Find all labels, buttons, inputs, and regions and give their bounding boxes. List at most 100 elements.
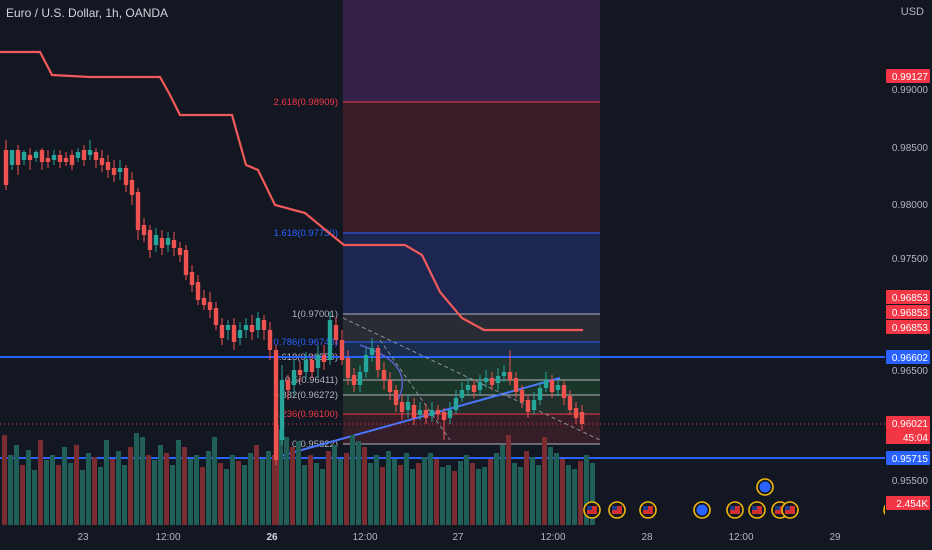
candle-body <box>393 390 399 405</box>
volume-bar <box>26 450 31 525</box>
volume-bar <box>188 459 193 525</box>
candle-body <box>375 348 381 370</box>
volume-bar <box>164 453 169 525</box>
candle-body <box>321 355 327 362</box>
candle-body <box>333 325 339 340</box>
candle-body <box>543 380 549 388</box>
candle-body <box>135 192 141 230</box>
candle-body <box>339 340 345 360</box>
candle-body <box>303 360 309 372</box>
volume-bar <box>506 435 511 525</box>
candle-body <box>93 152 99 160</box>
volume-bar <box>356 441 361 525</box>
volume-bar <box>206 451 211 525</box>
time-tick-label: 29 <box>829 532 841 543</box>
price-tick-label: 0.98000 <box>892 200 929 211</box>
candle-body <box>39 150 45 162</box>
price-badge <box>886 290 930 304</box>
volume-bar <box>230 455 235 525</box>
candle-body <box>249 325 255 332</box>
price-tick-label: 0.98500 <box>892 143 929 154</box>
time-tick-label: 28 <box>641 532 653 543</box>
volume-bar <box>470 463 475 525</box>
candle-body <box>447 410 453 418</box>
candle-body <box>567 396 573 410</box>
price-badge <box>886 496 930 510</box>
candle-body <box>75 152 81 158</box>
candle-body <box>537 388 543 400</box>
candle-body <box>81 150 87 160</box>
candle-body <box>171 240 177 248</box>
volume-bar <box>590 463 595 525</box>
volume-bar <box>182 447 187 525</box>
price-axis[interactable]: 0.99000 0.98500 0.98000 0.97500 0.96500 0.955… <box>892 85 929 487</box>
volume-bar <box>500 445 505 525</box>
candle-body <box>435 410 441 414</box>
candle-body <box>51 155 57 160</box>
volume-bar <box>380 467 385 525</box>
volume-bar <box>476 469 481 525</box>
volume-bar <box>140 437 145 525</box>
candle-body <box>111 168 117 175</box>
candle-body <box>555 385 561 390</box>
volume-bar <box>410 469 415 525</box>
candle-body <box>525 400 531 412</box>
volume-bar <box>224 469 229 525</box>
candle-body <box>561 385 567 398</box>
trend-line[interactable] <box>272 377 561 459</box>
candle-body <box>9 150 15 165</box>
symbol-title: Euro / U.S. Dollar, 1h, OANDA <box>6 6 169 20</box>
volume-bars <box>2 425 595 525</box>
currency-label[interactable]: USD <box>900 6 924 18</box>
candle-body <box>507 372 513 380</box>
candle-body <box>261 320 267 330</box>
candle-body <box>117 168 123 172</box>
candle-body <box>33 152 39 158</box>
candle-body <box>57 155 63 162</box>
time-axis[interactable]: 23 12:00 26 12:00 27 12:00 28 12:00 29 <box>77 532 841 543</box>
fib-label: 0.5(0.96411) <box>285 375 338 386</box>
volume-bar <box>560 459 565 525</box>
candle-body <box>165 238 171 245</box>
price-badge-text: 0.99127 <box>892 72 929 83</box>
volume-bar <box>176 440 181 525</box>
volume-bar <box>200 467 205 525</box>
price-badge-text: 0.95715 <box>892 454 929 465</box>
volume-bar <box>80 470 85 525</box>
volume-bar <box>104 440 109 525</box>
candle-body <box>285 380 291 390</box>
candle-body <box>489 378 495 385</box>
volume-bar <box>274 425 279 525</box>
candle-body <box>531 400 537 410</box>
candle-body <box>519 390 525 402</box>
volume-bar <box>404 453 409 525</box>
candle-body <box>63 158 69 162</box>
volume-bar <box>296 441 301 525</box>
us-flag-icon <box>643 506 648 510</box>
eu-flag-icon <box>696 504 708 516</box>
price-badge <box>886 451 930 465</box>
volume-bar <box>572 469 577 525</box>
candle-body <box>45 158 51 162</box>
volume-bar <box>578 461 583 525</box>
volume-bar <box>50 455 55 525</box>
fib-label: 0.382(0.96272) <box>274 390 338 401</box>
candle-body <box>429 410 435 416</box>
volume-bar <box>542 437 547 525</box>
volume-bar <box>368 463 373 525</box>
volume-bar <box>458 461 463 525</box>
volume-bar <box>332 445 337 525</box>
volume-bar <box>536 465 541 525</box>
candle-body <box>129 180 135 195</box>
volume-bar <box>488 459 493 525</box>
price-badge-text: 45:04 <box>903 433 928 444</box>
volume-bar <box>374 455 379 525</box>
economic-events[interactable] <box>583 478 901 519</box>
candle-body <box>21 152 27 160</box>
volume-bar <box>290 447 295 525</box>
candle-body <box>291 370 297 385</box>
us-flag-icon <box>785 506 790 510</box>
volume-bar <box>434 459 439 525</box>
volume-bar <box>314 463 319 525</box>
